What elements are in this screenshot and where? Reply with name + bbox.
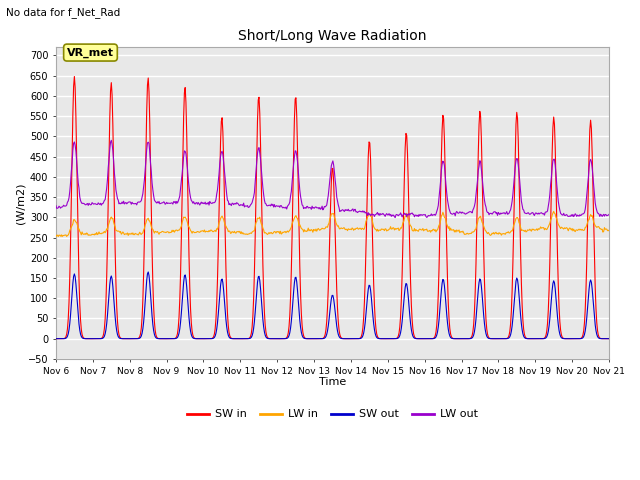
Title: Short/Long Wave Radiation: Short/Long Wave Radiation <box>238 29 427 43</box>
Text: VR_met: VR_met <box>67 48 114 58</box>
X-axis label: Time: Time <box>319 377 346 387</box>
Legend: SW in, LW in, SW out, LW out: SW in, LW in, SW out, LW out <box>182 405 483 424</box>
Y-axis label: (W/m2): (W/m2) <box>15 182 25 224</box>
Text: No data for f_Net_Rad: No data for f_Net_Rad <box>6 7 121 18</box>
